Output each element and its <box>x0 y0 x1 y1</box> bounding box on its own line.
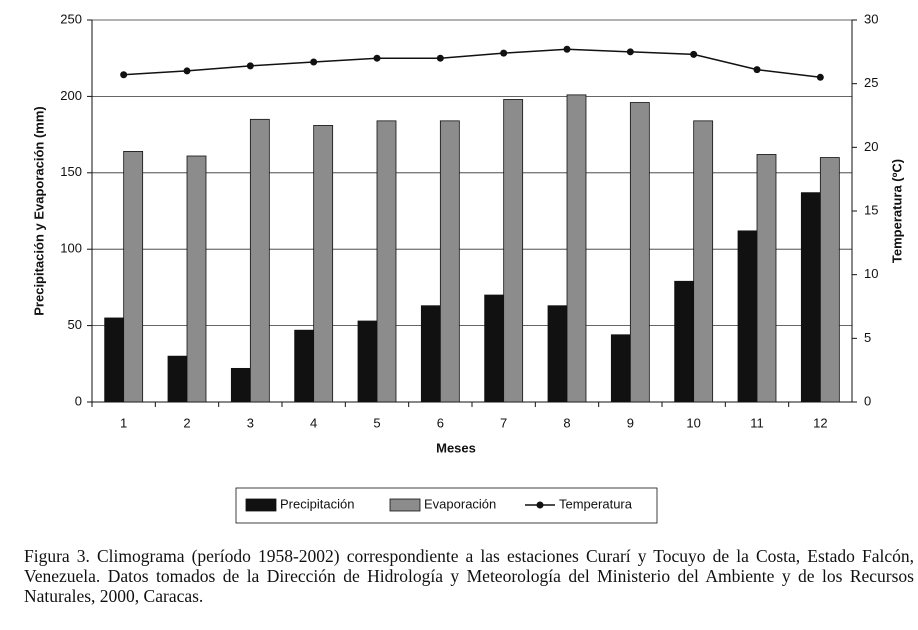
y2-tick-label: 30 <box>864 11 878 26</box>
x-tick-label: 5 <box>373 415 380 430</box>
x-tick-label: 11 <box>750 415 764 430</box>
legend-marker <box>536 501 544 509</box>
legend-label: Evaporación <box>424 496 496 511</box>
x-tick-label: 7 <box>500 415 507 430</box>
marker <box>246 62 254 70</box>
bar <box>800 192 821 403</box>
legend-swatch <box>389 498 421 512</box>
bar <box>547 305 568 403</box>
x-tick-label: 9 <box>627 415 634 430</box>
bar <box>313 125 334 403</box>
marker <box>500 49 508 57</box>
x-axis-label: Meses <box>436 440 476 455</box>
y2-tick-label: 0 <box>864 393 871 408</box>
bar <box>756 154 777 403</box>
marker <box>120 71 128 79</box>
bar <box>123 151 144 403</box>
y-tick-label: 150 <box>60 164 82 179</box>
marker <box>753 66 761 74</box>
x-tick-label: 3 <box>247 415 254 430</box>
bar <box>484 294 505 403</box>
legend-box <box>235 487 658 524</box>
legend-label: Precipitación <box>280 496 354 511</box>
bar <box>610 334 631 403</box>
legend-swatch <box>245 498 277 512</box>
bar <box>230 367 251 403</box>
bar <box>294 329 315 403</box>
y-axis-label: Precipitación y Evaporación (mm) <box>31 106 46 316</box>
caption: Figura 3. Climograma (período 1958-2002)… <box>24 546 914 606</box>
marker <box>436 54 444 62</box>
y2-tick-label: 10 <box>864 266 878 281</box>
marker <box>626 48 634 56</box>
y-tick-label: 0 <box>75 393 82 408</box>
bar <box>674 280 695 403</box>
line <box>123 48 821 79</box>
marker <box>310 58 318 66</box>
marker <box>183 67 191 75</box>
bar <box>566 94 587 403</box>
marker <box>816 73 824 81</box>
bar <box>503 99 524 403</box>
bar <box>376 120 397 403</box>
bar <box>357 320 378 403</box>
y2-axis-label: Temperatura (ºC) <box>889 159 904 263</box>
x-tick-label: 1 <box>120 415 127 430</box>
chart: Meses Precipitación y Evaporación (mm) T… <box>31 11 904 524</box>
marker <box>690 50 698 58</box>
bar <box>439 120 460 403</box>
y2-tick-label: 15 <box>864 202 878 217</box>
marker <box>563 45 571 53</box>
x-tick-label: 12 <box>813 415 827 430</box>
x-tick-label: 4 <box>310 415 317 430</box>
bar <box>819 157 840 403</box>
y2-tick-label: 5 <box>864 330 871 345</box>
x-tick-label: 8 <box>563 415 570 430</box>
y2-tick-label: 20 <box>864 139 878 154</box>
bar <box>737 230 758 403</box>
bar <box>186 155 207 403</box>
x-tick-label: 10 <box>686 415 700 430</box>
y2-tick-label: 25 <box>864 75 878 90</box>
bar <box>249 118 270 403</box>
y-tick-label: 200 <box>60 88 82 103</box>
bar <box>167 355 188 403</box>
y-tick-label: 250 <box>60 11 82 26</box>
x-tick-label: 6 <box>437 415 444 430</box>
legend-label: Temperatura <box>559 496 633 511</box>
bar <box>629 102 650 403</box>
y-tick-label: 50 <box>68 317 82 332</box>
bar <box>104 317 125 403</box>
x-tick-label: 2 <box>183 415 190 430</box>
bar <box>693 120 714 403</box>
marker <box>373 54 381 62</box>
bar <box>420 305 441 403</box>
y-tick-label: 100 <box>60 241 82 256</box>
